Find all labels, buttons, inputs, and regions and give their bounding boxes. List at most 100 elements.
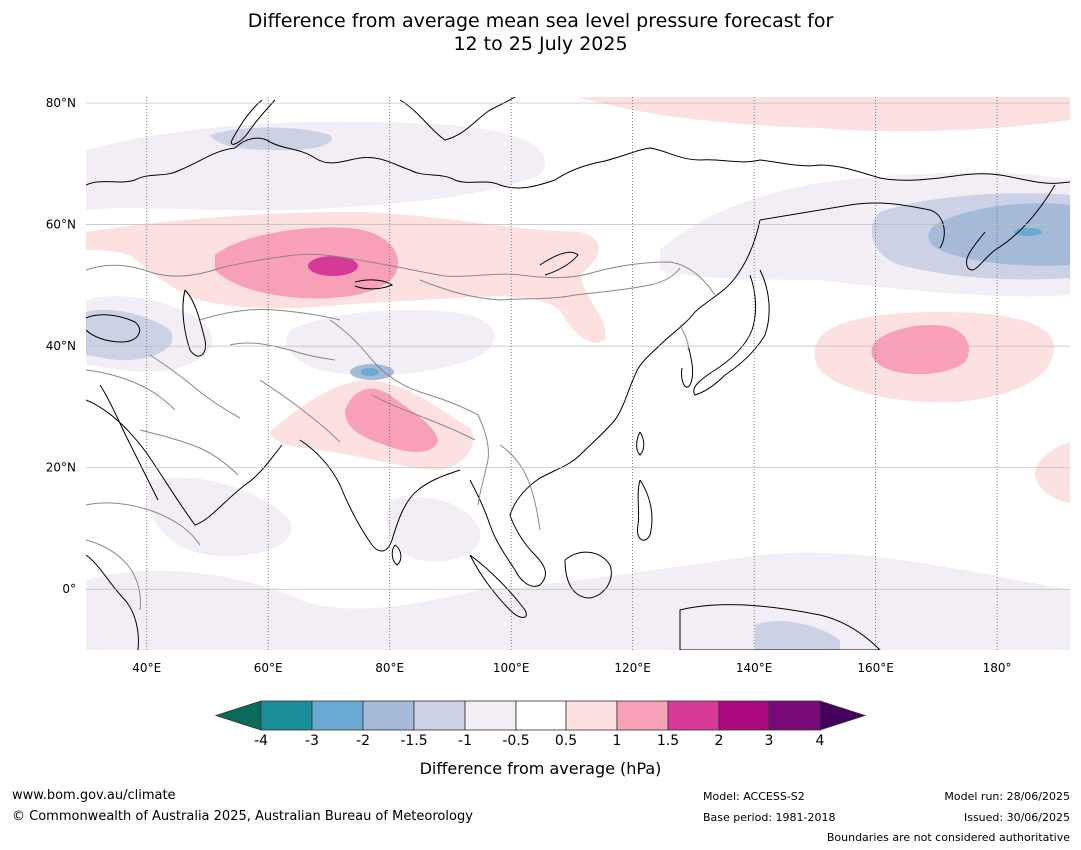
lon-labels: 40°E 60°E 80°E 100°E 120°E 140°E 160°E 180° [132, 661, 1011, 675]
anomaly-central-asia-positive-core [308, 256, 358, 276]
colorbar-tick-label: -1 [458, 733, 472, 749]
colorbar-segment [616, 700, 669, 731]
lon-label: 160°E [857, 661, 894, 675]
colorbar-tick-label: -1.5 [400, 733, 428, 749]
footer-disclaimer: Boundaries are not considered authoritat… [826, 831, 1070, 844]
colorbar-tick-label: -2 [356, 733, 370, 749]
colorbar-tick-label: -3 [305, 733, 319, 749]
coastline-indochina [469, 479, 546, 587]
anomaly-bering-negative-2 [928, 203, 1070, 266]
title-line-2: 12 to 25 July 2025 [453, 33, 628, 55]
lon-label: 60°E [254, 661, 283, 675]
border-africa-2 [86, 539, 141, 611]
chart-title: Difference from average mean sea level p… [0, 10, 1081, 56]
border-arabia [139, 429, 239, 476]
coastline-korea [681, 344, 694, 388]
coastline-arctic [86, 137, 1070, 189]
border-middle-east [86, 369, 176, 411]
coastline-arabia [86, 399, 283, 526]
lat-label: 0° [62, 582, 76, 596]
anomaly-bay-bengal-negative [386, 496, 481, 562]
colorbar-segment [464, 700, 517, 731]
border-central-asia [229, 342, 336, 361]
coastline-caspian [182, 289, 207, 357]
lat-label: 20°N [46, 461, 76, 475]
coastline-taiwan [636, 431, 645, 456]
border-india-nepal [371, 394, 476, 441]
lon-label: 180° [983, 661, 1012, 675]
footer-url[interactable]: www.bom.gov.au/climate [12, 788, 176, 803]
coastline-black-sea [86, 314, 140, 343]
colorbar-tick-label: -0.5 [502, 733, 530, 749]
coastline-philippines [636, 479, 653, 541]
anomaly-arabian-sea-negative [148, 477, 292, 556]
colorbar-tick-label: 0.5 [554, 733, 578, 749]
coastline-japan [693, 269, 770, 396]
footer-copyright: © Commonwealth of Australia 2025, Austra… [12, 809, 473, 824]
colorbar-tick-label: -4 [254, 733, 268, 749]
anomaly-caspian-negative [86, 309, 173, 361]
border-myanmar [477, 414, 489, 506]
coastline-balkhash [354, 279, 394, 290]
border-laos-vietnam [499, 444, 541, 531]
colorbar-segment [413, 700, 466, 731]
anomaly-indian-ocean-negative [86, 552, 1070, 650]
border-china-west [329, 319, 479, 416]
anomaly-central-asia-positive-inner [215, 227, 398, 299]
coastline-sri-lanka [391, 544, 402, 566]
footer-issued: Issued: 30/06/2025 [963, 811, 1070, 824]
border-kazakhstan [199, 309, 341, 321]
coastline-sumatra [469, 554, 527, 618]
border-mongolia [419, 267, 681, 301]
anomaly-arctic-negative [86, 121, 546, 211]
colorbar-segment [311, 700, 364, 731]
colorbar-tick-label: 4 [815, 733, 825, 749]
colorbar-segment [667, 700, 720, 731]
anomaly-east-pacific-positive [1035, 442, 1070, 503]
footer-model: Model: ACCESS-S2 [703, 790, 805, 803]
colorbar-under-arrow [214, 700, 262, 731]
lon-label: 80°E [375, 661, 404, 675]
footer-base-period: Base period: 1981-2018 [703, 811, 836, 824]
anomaly-north-pacific-positive-inner [871, 324, 969, 375]
colorbar-tick-label: 1 [612, 733, 622, 749]
anomaly-kara-sea-negative [210, 127, 332, 151]
country-borders [86, 253, 716, 611]
colorbar-label: Difference from average (hPa) [419, 759, 662, 778]
coastlines [86, 97, 1070, 650]
anomaly-tibet-negative [286, 310, 495, 376]
lat-label: 60°N [46, 218, 76, 232]
border-afghanistan-pakistan [259, 379, 341, 443]
map-area [86, 97, 1070, 650]
coastline-red-sea [99, 384, 159, 501]
lat-labels: 80°N 60°N 40°N 20°N 0° [46, 96, 76, 596]
lon-label: 140°E [736, 661, 773, 675]
border-africa [86, 502, 201, 546]
coastline-lake-baikal [539, 251, 579, 276]
colorbar [214, 700, 867, 731]
colorbar-segment [565, 700, 618, 731]
coastline-new-guinea [679, 604, 881, 650]
title-line-1: Difference from average mean sea level p… [247, 10, 834, 32]
lon-label: 100°E [493, 661, 530, 675]
colorbar-segment [768, 700, 821, 731]
gridlines [86, 97, 1070, 650]
coastline-east-asia [509, 219, 761, 516]
anomaly-shading [86, 97, 1070, 650]
anomaly-pamir-negative-2 [361, 368, 379, 376]
anomaly-india-positive-inner [345, 388, 438, 452]
colorbar-segment [362, 700, 415, 731]
border-china-korea [679, 324, 689, 351]
border-iran [149, 354, 241, 419]
coastline-kamchatka [966, 184, 1056, 271]
colorbar-segment [260, 700, 313, 731]
lat-label: 80°N [46, 96, 76, 110]
anomaly-arctic-positive [578, 97, 1070, 132]
colorbar-segment [718, 700, 770, 731]
colorbar-segment [515, 700, 567, 731]
colorbar-over-arrow [819, 700, 867, 731]
lon-label: 40°E [132, 661, 161, 675]
colorbar-tick-label: 1.5 [656, 733, 680, 749]
border-russia-south [86, 253, 716, 296]
